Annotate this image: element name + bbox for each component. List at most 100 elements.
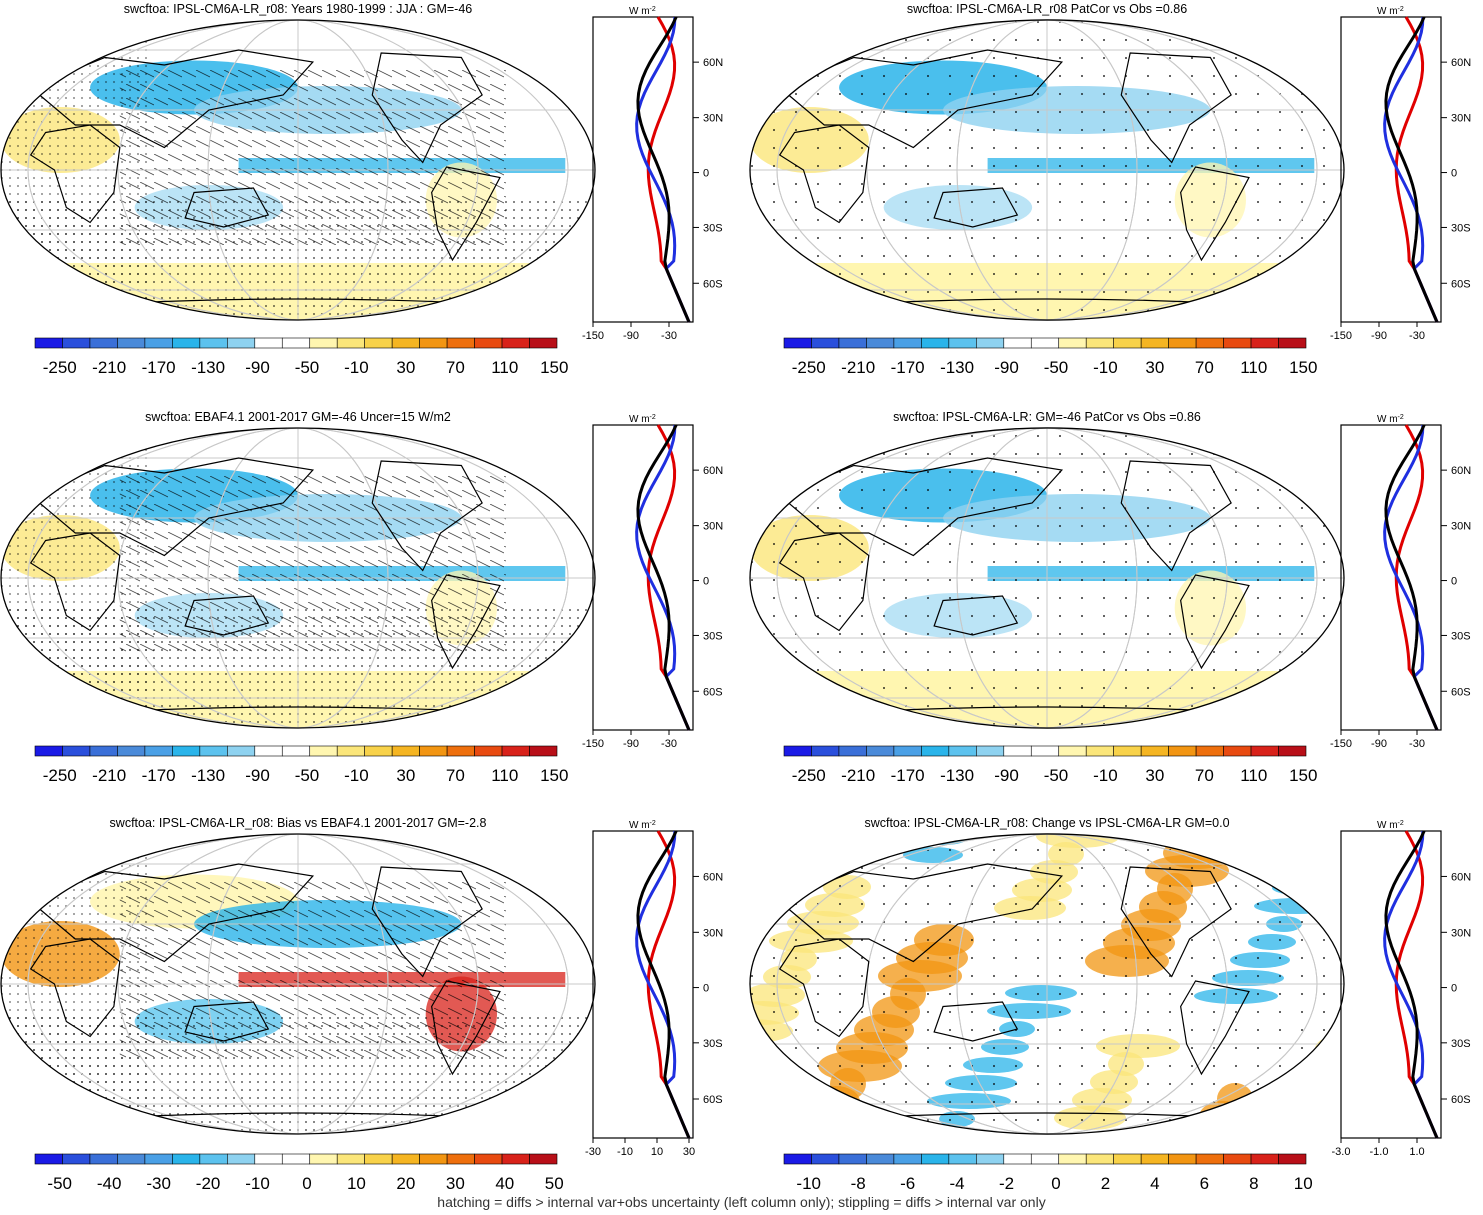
panel-title: swcftoa: IPSL-CM6A-LR_r08: Years 1980-19…: [124, 2, 472, 16]
colorbar-swatch: [893, 1153, 922, 1165]
map-outline: [0, 833, 596, 1135]
coastline: [29, 938, 121, 1038]
colorbar-swatch: [1003, 745, 1032, 757]
coastline: [778, 863, 1064, 963]
colorbar-swatch: [1085, 1153, 1114, 1165]
colorbar: -250 -210 -170 -130 -90 -50 -10 30 70 110 150: [783, 745, 1317, 785]
coastline: [371, 460, 483, 572]
colorbar-swatch: [1168, 1153, 1197, 1165]
colorbar-tick-label: 6: [1200, 1174, 1209, 1193]
lat-label: 60N: [703, 465, 723, 477]
coastline: [778, 938, 870, 1038]
colorbar-swatch: [89, 1153, 118, 1165]
colorbar-swatch: [811, 745, 840, 757]
lat-label: 30S: [1451, 630, 1471, 642]
map-field: [750, 833, 1344, 1135]
colorbar-swatch: [309, 337, 338, 349]
coastline: [1120, 866, 1232, 978]
colorbar-swatch: [1250, 337, 1279, 349]
colorbar-swatch: [364, 745, 393, 757]
coastline: [29, 49, 315, 149]
x-tick-label: -3.0: [1332, 1146, 1351, 1158]
colorbar-swatch: [336, 1153, 365, 1165]
colorbar-swatch: [199, 745, 228, 757]
colorbar-tick-label: 30: [446, 1174, 465, 1193]
colorbar-swatch: [281, 1153, 311, 1165]
colorbar-tick-label: 70: [446, 766, 465, 785]
colorbar-swatch: [783, 337, 812, 349]
colorbar-tick-label: -4: [950, 1174, 965, 1193]
lat-label: 30S: [703, 222, 723, 234]
colorbar-tick-label: 30: [396, 358, 415, 377]
x-tick-label: -90: [1371, 330, 1387, 342]
colorbar-tick-label: -170: [142, 358, 176, 377]
black-curve: [1384, 424, 1439, 731]
map-field: [1, 428, 595, 728]
coastline: [933, 595, 1019, 636]
map-field: [750, 19, 1344, 321]
coastline: [184, 187, 270, 228]
lat-label: 30S: [703, 630, 723, 642]
lat-label: 30N: [703, 521, 723, 533]
lat-label: 30N: [703, 113, 723, 125]
colorbar-tick-label: -250: [792, 358, 826, 377]
colorbar-swatch: [391, 337, 420, 349]
colorbar-swatch: [309, 1153, 338, 1165]
coastline: [29, 532, 121, 632]
lat-label: 30S: [1451, 222, 1471, 234]
lat-label: 30S: [703, 1038, 723, 1050]
colorbar-tick-label: 30: [396, 766, 415, 785]
colorbar-tick-label: 30: [1145, 358, 1164, 377]
colorbar-tick-label: -2: [999, 1174, 1014, 1193]
profile-unit-exponent: -2: [650, 414, 656, 421]
profile-unit: W m-2: [1377, 414, 1404, 426]
panel-2: swcftoa: IPSL-CM6A-LR_r08 PatCor vs Obs …: [749, 2, 1471, 377]
colorbar-swatch: [1250, 1153, 1279, 1165]
colorbar-swatch: [281, 337, 311, 349]
zonal-profile: W m-2 60N 30N 0 30S 60S -3.0 -1.0 1.0: [1332, 820, 1472, 1159]
colorbar-swatch: [474, 745, 503, 757]
coastline: [778, 49, 1064, 149]
coastline: [431, 980, 501, 1076]
colorbar: -50 -40 -30 -20 -10 0 10 20 30 40 50: [34, 1153, 564, 1193]
panel-title: swcftoa: IPSL-CM6A-LR_r08: Change vs IPS…: [864, 816, 1229, 830]
profile-unit: W m-2: [629, 414, 656, 426]
profile-frame: [592, 424, 694, 731]
map-outline: [0, 19, 596, 321]
colorbar-swatch: [419, 745, 448, 757]
colorbar: -250 -210 -170 -130 -90 -50 -10 30 70 110 150: [34, 745, 568, 785]
x-tick-label: -30: [661, 330, 677, 342]
colorbar-tick-label: 150: [1289, 358, 1317, 377]
colorbar-tick-label: -170: [891, 766, 925, 785]
colorbar-tick-label: -210: [92, 358, 126, 377]
colorbar-tick-label: -50: [295, 358, 320, 377]
colorbar-tick-label: -250: [43, 358, 77, 377]
colorbar-swatch: [172, 1153, 201, 1165]
colorbar-tick-label: 70: [446, 358, 465, 377]
colorbar-swatch: [1003, 337, 1032, 349]
colorbar-tick-label: 110: [491, 766, 518, 785]
colorbar-swatch: [1085, 337, 1114, 349]
coastline: [1120, 52, 1232, 164]
colorbar-swatch: [446, 337, 475, 349]
colorbar-swatch: [1030, 745, 1060, 757]
profile-frame: [1340, 424, 1442, 731]
coastline: [371, 52, 483, 164]
map-outline: [749, 833, 1345, 1135]
colorbar-swatch: [1195, 745, 1224, 757]
coastline: [431, 166, 501, 262]
colorbar-tick-label: 40: [495, 1174, 514, 1193]
colorbar-tick-label: 150: [1289, 766, 1317, 785]
profile-unit: W m-2: [1377, 6, 1404, 18]
colorbar-swatch: [1113, 1153, 1142, 1165]
profile-unit-exponent: -2: [1398, 414, 1404, 421]
map-outline: [0, 427, 596, 729]
colorbar-tick-label: 8: [1249, 1174, 1258, 1193]
x-tick-label: -150: [582, 738, 604, 750]
colorbar-swatch: [199, 337, 228, 349]
colorbar-swatch: [1168, 745, 1197, 757]
coastline: [933, 1001, 1019, 1042]
colorbar-swatch: [893, 337, 922, 349]
colorbar-swatch: [1030, 1153, 1060, 1165]
colorbar-tick-label: 70: [1195, 358, 1214, 377]
